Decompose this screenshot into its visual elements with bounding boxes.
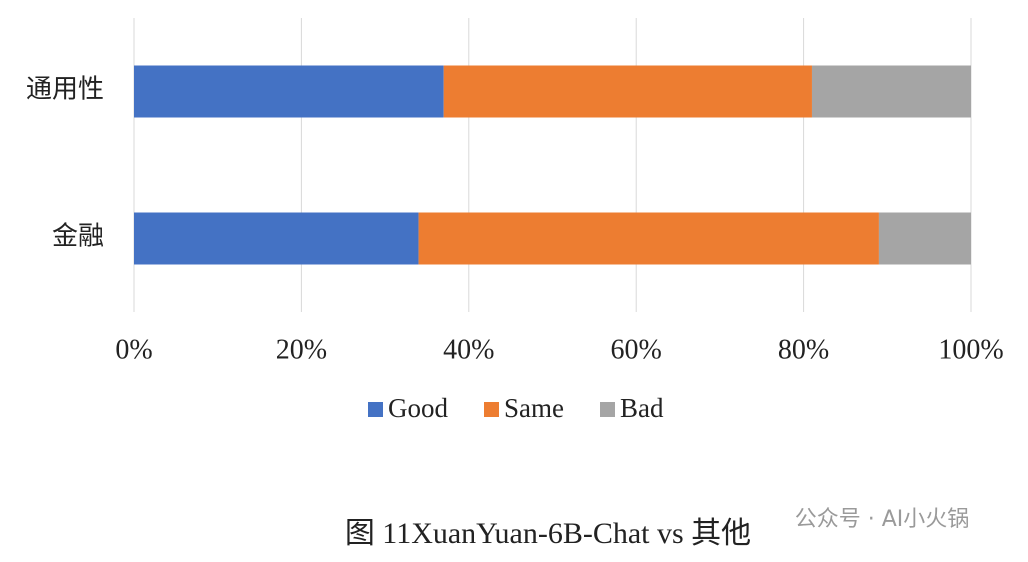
caption: 图 11XuanYuan-6B-Chat vs 其他 bbox=[345, 517, 751, 550]
y-tick-label: 通用性 bbox=[26, 74, 104, 103]
x-tick-label: 100% bbox=[938, 334, 1003, 365]
legend-label: Bad bbox=[620, 393, 664, 423]
x-tick-label: 20% bbox=[276, 334, 327, 365]
watermark: 公众号 · AI小火锅 bbox=[795, 507, 970, 532]
legend-swatch bbox=[600, 402, 615, 417]
bar-segment bbox=[878, 212, 971, 265]
legend-swatch bbox=[368, 402, 383, 417]
bar-segment bbox=[811, 65, 971, 118]
bar-segment bbox=[134, 212, 419, 265]
x-tick-label: 80% bbox=[778, 334, 829, 365]
x-tick-label: 0% bbox=[115, 334, 152, 365]
legend-label: Same bbox=[504, 393, 564, 423]
bar-segment bbox=[134, 65, 444, 118]
x-tick-label: 60% bbox=[611, 334, 662, 365]
x-tick-label: 40% bbox=[443, 334, 494, 365]
legend-label: Good bbox=[388, 393, 448, 423]
y-tick-label: 金融 bbox=[52, 221, 104, 250]
legend-swatch bbox=[484, 402, 499, 417]
bar-segment bbox=[418, 212, 879, 265]
bar-segment bbox=[443, 65, 812, 118]
